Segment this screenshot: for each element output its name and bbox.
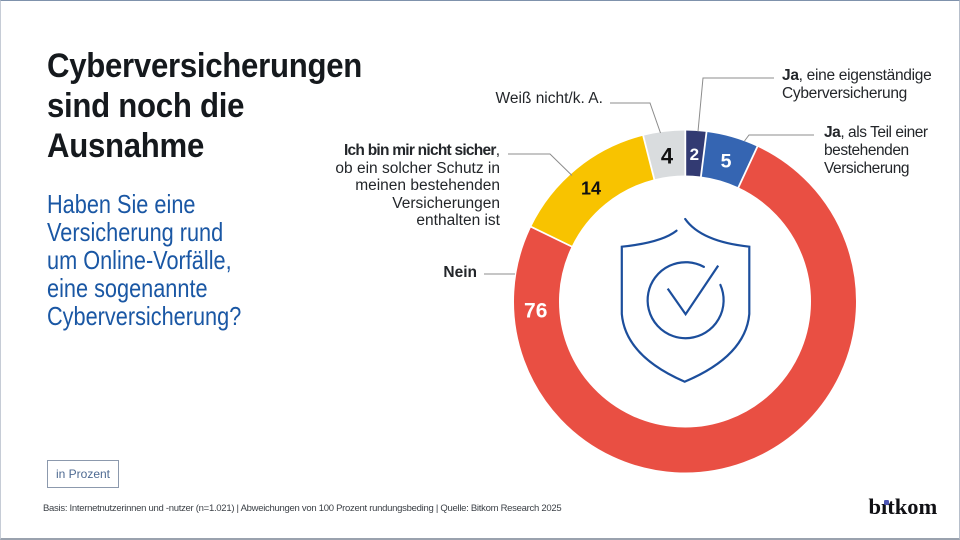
svg-text:5: 5 [721, 151, 732, 173]
svg-text:4: 4 [661, 143, 674, 168]
svg-text:2: 2 [690, 145, 699, 164]
svg-text:14: 14 [581, 178, 601, 198]
svg-text:76: 76 [524, 299, 547, 322]
